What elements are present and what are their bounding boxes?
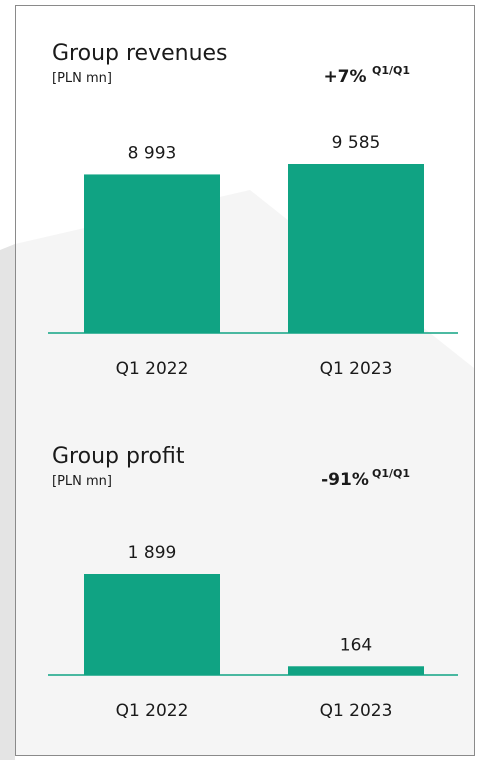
background-shape xyxy=(0,244,15,760)
chart-title: Group profit xyxy=(52,444,185,469)
bar xyxy=(84,574,220,675)
category-label: Q1 2022 xyxy=(116,359,189,379)
change-annotation: +7% xyxy=(323,67,366,87)
value-label: 9 585 xyxy=(332,133,381,153)
value-label: 8 993 xyxy=(128,143,177,163)
bar xyxy=(288,666,424,675)
value-label: 1 899 xyxy=(128,543,177,563)
category-label: Q1 2023 xyxy=(320,359,393,379)
frame xyxy=(15,5,475,756)
chart-title: Group revenues xyxy=(52,41,228,66)
category-label: Q1 2023 xyxy=(320,701,393,721)
change-note: Q1/Q1 xyxy=(372,467,410,480)
change-note: Q1/Q1 xyxy=(372,64,410,77)
bar xyxy=(84,174,220,333)
category-label: Q1 2022 xyxy=(116,701,189,721)
chart-subtitle: [PLN mn] xyxy=(52,71,112,86)
chart-subtitle: [PLN mn] xyxy=(52,474,112,489)
change-annotation: -91% xyxy=(321,470,369,490)
value-label: 164 xyxy=(340,635,372,655)
bar xyxy=(288,164,424,333)
